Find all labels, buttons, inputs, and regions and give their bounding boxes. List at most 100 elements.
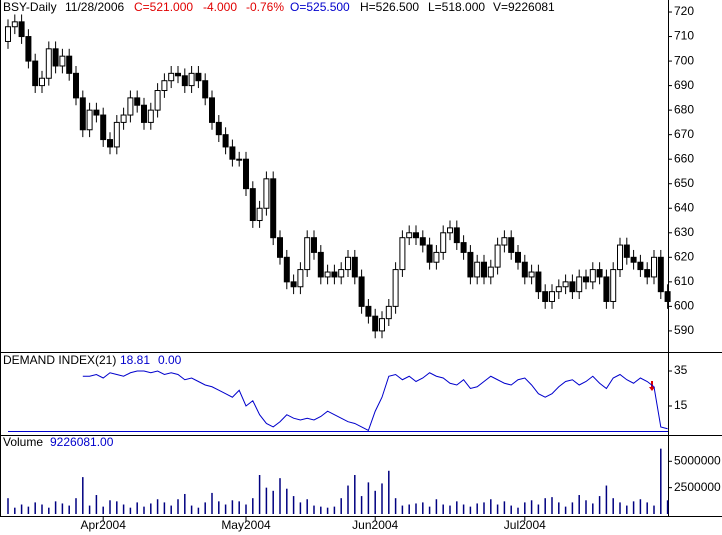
candle-body [79, 97, 86, 131]
candle-body [617, 244, 623, 271]
candle-body [630, 256, 637, 263]
candle-body [5, 26, 11, 42]
volume-bar [381, 483, 383, 514]
frames [0, 0, 722, 517]
candle-body [467, 251, 474, 278]
volume-bar [95, 495, 98, 514]
volume-bar [238, 501, 240, 514]
candle-body [168, 72, 175, 82]
volume-bar [184, 493, 186, 514]
volume-bar [632, 501, 635, 514]
candle-body [331, 271, 338, 278]
candle-body [236, 158, 243, 161]
candle-body [317, 251, 324, 278]
y-tick-label: 640 [674, 200, 694, 214]
y-tick-label: 2500000 [674, 480, 721, 494]
volume-bar [279, 478, 281, 514]
candle-body [18, 21, 25, 38]
candle-body [372, 315, 379, 332]
volume-bar [626, 505, 628, 514]
candle-body [222, 134, 229, 148]
volume-bar [163, 502, 166, 514]
volume-bar [354, 475, 356, 514]
volume-bar [292, 496, 295, 514]
volume-bar [666, 500, 669, 514]
volume-bar [374, 490, 376, 514]
volume-bar [585, 500, 587, 514]
volume-bar [27, 506, 30, 514]
volume-bar [177, 499, 179, 514]
volume-bar [143, 506, 145, 514]
candle-body [127, 97, 134, 116]
candle-body [542, 291, 549, 302]
change-pct: -0.76% [246, 0, 284, 14]
candle-body [603, 276, 610, 302]
candle-body [515, 251, 521, 263]
volume-bar [483, 502, 485, 514]
panel-value: 18.81 [120, 353, 150, 367]
date: 11/28/2006 [65, 0, 124, 14]
candle-body [141, 104, 147, 123]
candle-body [637, 261, 644, 271]
candle-body [487, 266, 494, 278]
volume-bar [265, 487, 268, 514]
y-tick-label: 650 [674, 176, 694, 190]
close: C=521.000 [134, 0, 193, 14]
volume-bar [204, 502, 206, 514]
candle-body [202, 80, 209, 99]
candle-body [93, 109, 100, 116]
candle-body [120, 114, 127, 123]
volume-bar [61, 503, 64, 514]
volume-bar [503, 501, 506, 514]
candle-body [358, 276, 365, 307]
low: L=518.000 [428, 0, 485, 14]
candle-body [657, 256, 664, 293]
x-tick-label: May2004 [221, 518, 271, 532]
volume-bar [442, 504, 444, 514]
candle-body [433, 251, 440, 263]
open: O=525.500 [290, 0, 350, 14]
volume-bar [102, 506, 104, 514]
candle-body [175, 72, 181, 77]
y-tick-label: 680 [674, 102, 694, 116]
volume-bar [605, 485, 608, 514]
y-tick-label: 620 [674, 249, 694, 263]
volume-bar [544, 498, 546, 514]
candle-body [209, 97, 215, 123]
candle-body [345, 256, 351, 271]
volume-bar [660, 448, 662, 514]
candle-body [419, 237, 426, 246]
volume-bar [34, 502, 36, 514]
volume-bar [156, 499, 159, 514]
candle-body [107, 139, 113, 148]
candle-body [215, 121, 222, 136]
volume-bar [224, 504, 227, 514]
volume-bar [347, 485, 349, 514]
candle-body [249, 188, 256, 222]
candle-body [100, 114, 107, 141]
volume-bar [558, 502, 560, 514]
candle-body [113, 121, 120, 148]
panel-value: 0.00 [158, 353, 182, 367]
candle-body [379, 318, 385, 332]
volume-bar [14, 507, 16, 514]
volume-bar [408, 504, 410, 514]
volume-bar [564, 506, 567, 514]
candle-body [521, 261, 528, 278]
volume-bar [537, 504, 540, 514]
candle-body [290, 281, 297, 288]
volume-bar [598, 496, 601, 514]
volume-bar [88, 505, 91, 514]
volume-bar [619, 502, 621, 514]
y-tick-label: 5000000 [674, 453, 721, 467]
candle-body [338, 269, 345, 278]
candle-body [25, 36, 32, 62]
signal-arrow [649, 381, 655, 391]
y-tick-label: 610 [674, 274, 694, 288]
candle-body [39, 77, 45, 87]
candle-body [562, 281, 569, 288]
volume-bar [218, 501, 220, 514]
volume-bar [388, 470, 390, 514]
